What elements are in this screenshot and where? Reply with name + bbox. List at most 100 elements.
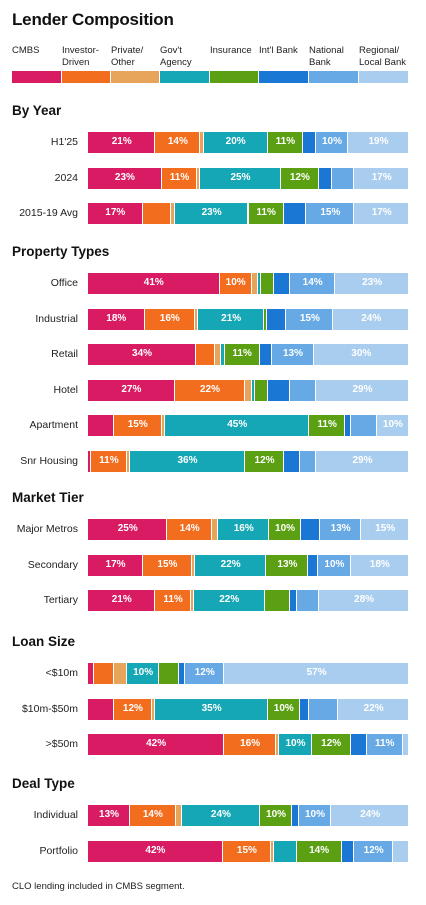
bar-segment: [292, 805, 299, 826]
data-label: 24%: [361, 312, 382, 324]
bar-segment: [259, 344, 273, 365]
legend-swatch: [259, 71, 308, 83]
bar-segment: [264, 308, 268, 330]
legend-label: CMBS: [12, 45, 40, 56]
bar-segment: [335, 273, 409, 294]
bar-segment: [376, 415, 409, 436]
bar-segment: [88, 698, 114, 720]
bar-segment: [88, 734, 225, 755]
bar-segment: [130, 805, 176, 826]
stacked-bar: 21% 14% 20% 11% 10% 19%: [88, 132, 409, 153]
legend-swatch: [210, 71, 258, 83]
bar-segment: [303, 132, 316, 153]
legend-item: National Bank: [309, 45, 359, 83]
stacked-bar: 34% 11% 13% 30%: [88, 344, 409, 365]
bar-segment: [392, 840, 409, 862]
bar-segment: [203, 132, 268, 153]
data-label: 45%: [227, 419, 248, 430]
legend-item: Private/ Other: [111, 45, 160, 83]
data-label: 10%: [225, 277, 246, 288]
data-label: 57%: [306, 667, 327, 678]
data-label: 23%: [114, 171, 135, 183]
bar-segment: [320, 519, 362, 540]
bar-segment: [198, 308, 265, 330]
row-label: Individual: [33, 809, 78, 821]
data-label: 15%: [236, 844, 257, 856]
bar-segment: [221, 344, 225, 365]
legend-swatch: [62, 71, 110, 83]
legend-item: Investor- Driven: [62, 45, 111, 83]
bar-segment: [315, 379, 409, 401]
row-label: 2015-19 Avg: [19, 207, 78, 219]
bar-segment: [280, 167, 320, 189]
bar-segment: [88, 308, 145, 330]
bar-segment: [341, 840, 355, 862]
data-label: 15%: [157, 558, 178, 570]
bar-segment: [269, 519, 301, 540]
bar-segment: [311, 734, 351, 755]
data-label: 17%: [105, 558, 126, 570]
data-label: 13%: [330, 523, 351, 534]
section-title: Loan Size: [12, 634, 76, 649]
bar-segment: [299, 450, 316, 472]
data-label: 25%: [117, 523, 138, 534]
data-label: 10%: [285, 738, 306, 749]
chart-title: Lender Composition: [12, 10, 174, 29]
row-label: Office: [50, 277, 78, 289]
bar-segment: [196, 344, 216, 365]
data-label: 10%: [304, 809, 325, 820]
bar-segment: [142, 203, 172, 224]
bar-segment: [129, 450, 246, 472]
bar-segment: [350, 734, 367, 755]
legend-swatch: [359, 71, 408, 83]
bar-segment: [200, 167, 281, 189]
data-label: 17%: [371, 171, 392, 183]
legend-label: National Bank: [309, 45, 344, 68]
data-label: 35%: [201, 702, 222, 714]
data-label: 12%: [363, 844, 384, 856]
data-label: 22%: [363, 702, 384, 714]
bar-segment: [283, 450, 300, 472]
bar-segment: [174, 203, 249, 224]
data-label: 11%: [163, 594, 183, 605]
row-label: Retail: [51, 348, 78, 360]
data-label: 15%: [127, 419, 148, 430]
data-label: 11%: [374, 738, 395, 749]
section-title: Market Tier: [12, 490, 84, 505]
stacked-bar: 23% 11% 25% 12% 17%: [88, 167, 409, 189]
data-label: 14%: [142, 809, 163, 820]
row-label: H1'25: [50, 136, 78, 148]
stacked-bar: 12% 35% 10% 22%: [88, 698, 409, 720]
bar-segment: [308, 554, 319, 576]
bar-segment: [290, 590, 297, 611]
bar-segment: [319, 590, 409, 611]
bar-segment: [215, 344, 222, 365]
bar-segment: [94, 663, 114, 684]
bar-segment: [261, 273, 275, 294]
bar-segment: [259, 805, 293, 826]
data-label: 29%: [352, 454, 373, 466]
legend-swatch: [160, 71, 209, 83]
data-label: 29%: [352, 383, 373, 395]
stacked-bar: 17% 15% 22% 13% 10% 18%: [88, 554, 409, 576]
data-label: 16%: [240, 738, 261, 749]
bar-segment: [222, 840, 271, 862]
data-label: 21%: [111, 136, 132, 147]
data-label: 28%: [354, 594, 375, 605]
legend-item: Regional/ Local Bank: [359, 45, 409, 83]
bar-segment: [309, 698, 339, 720]
row-label: <$10m: [45, 667, 78, 679]
bar-segment: [219, 273, 252, 294]
stacked-bar: 27% 22% 29%: [88, 379, 409, 401]
bar-segment: [224, 344, 260, 365]
bar-segment: [165, 415, 310, 436]
data-label: 41%: [143, 277, 164, 288]
bar-segment: [251, 379, 255, 401]
data-label: 14%: [179, 523, 200, 534]
data-label: 11%: [232, 348, 252, 359]
bar-segment: [300, 519, 320, 540]
bar-segment: [88, 554, 144, 576]
data-label: 10%: [266, 809, 287, 820]
data-label: 10%: [382, 419, 403, 430]
bar-segment: [191, 554, 195, 576]
